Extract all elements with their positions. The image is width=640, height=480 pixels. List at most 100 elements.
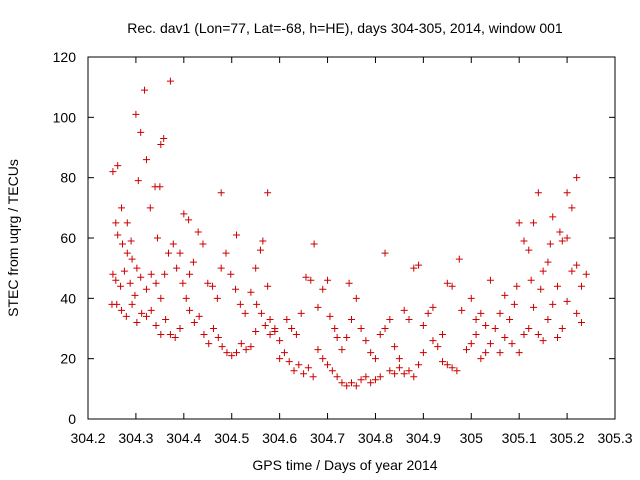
data-point	[376, 373, 384, 381]
data-point	[513, 282, 521, 290]
data-point	[147, 306, 155, 314]
data-point	[391, 343, 399, 351]
y-axis-label: STEC from uqrg / TECUs	[5, 159, 21, 317]
data-point	[173, 264, 181, 272]
data-point	[157, 140, 165, 148]
data-point	[501, 291, 509, 299]
data-point	[133, 318, 141, 326]
data-point	[271, 325, 279, 332]
data-point	[307, 276, 315, 284]
data-point	[549, 300, 557, 308]
data-point	[288, 325, 296, 332]
data-point	[153, 234, 161, 242]
data-point	[448, 282, 456, 290]
data-point	[443, 279, 451, 287]
data-point	[233, 349, 241, 357]
data-point	[109, 168, 117, 176]
data-point	[319, 285, 327, 293]
y-tick-label: 60	[60, 230, 76, 246]
data-point	[486, 276, 494, 284]
data-point	[205, 340, 213, 348]
data-point	[386, 367, 394, 375]
data-point	[123, 219, 131, 227]
y-tick-label: 0	[68, 411, 76, 427]
x-tick-label: 304.8	[358, 430, 393, 446]
data-point	[247, 343, 255, 351]
data-point	[253, 300, 261, 308]
data-point	[328, 367, 336, 375]
data-point	[314, 346, 322, 354]
data-point	[525, 246, 533, 254]
data-point	[113, 300, 121, 308]
data-point	[217, 264, 225, 272]
data-point	[128, 300, 136, 308]
data-point	[179, 279, 187, 287]
data-point	[556, 228, 564, 236]
data-point	[520, 331, 528, 339]
data-point	[209, 282, 217, 290]
data-point	[501, 334, 509, 342]
data-point	[276, 337, 284, 345]
data-point	[195, 312, 203, 320]
data-point	[415, 261, 423, 269]
data-point	[573, 174, 581, 182]
data-point	[582, 270, 590, 278]
data-point	[573, 261, 581, 269]
data-point	[213, 294, 221, 302]
data-point	[520, 237, 528, 245]
data-point	[161, 270, 169, 278]
data-point	[319, 355, 327, 363]
data-point	[525, 325, 533, 332]
data-point	[419, 321, 427, 329]
data-point	[458, 306, 466, 314]
data-point	[157, 294, 165, 302]
data-point	[126, 279, 134, 287]
data-point	[200, 331, 208, 339]
data-point	[186, 270, 194, 278]
data-point	[455, 255, 463, 263]
data-point	[395, 355, 403, 363]
data-point	[467, 340, 475, 348]
data-point	[410, 264, 418, 272]
data-point	[546, 240, 554, 248]
data-point	[400, 370, 408, 378]
data-point	[142, 312, 150, 320]
data-point	[577, 282, 585, 290]
data-point	[395, 364, 403, 372]
data-point	[453, 367, 461, 375]
data-point	[381, 325, 389, 332]
data-point	[477, 355, 485, 363]
data-point	[252, 264, 260, 272]
data-point	[176, 325, 184, 332]
data-point	[371, 355, 379, 363]
x-tick-label: 304.4	[166, 430, 201, 446]
plot-frame	[87, 56, 616, 420]
data-point	[256, 246, 264, 254]
x-tick-label: 305.3	[597, 430, 632, 446]
data-point	[415, 361, 423, 369]
data-point	[138, 309, 146, 317]
data-point	[137, 128, 145, 136]
data-point	[227, 270, 235, 278]
data-point	[568, 267, 576, 275]
data-point	[132, 110, 140, 118]
data-point	[429, 337, 437, 345]
data-point	[194, 228, 202, 236]
data-point	[266, 315, 274, 323]
data-point	[345, 279, 353, 287]
data-point	[439, 358, 447, 366]
data-point	[137, 273, 145, 281]
data-point	[142, 285, 150, 293]
data-point	[276, 355, 284, 363]
data-point	[242, 346, 250, 354]
data-point	[114, 231, 122, 239]
data-point	[376, 331, 384, 339]
y-tick-label: 80	[60, 170, 76, 186]
data-point	[222, 249, 230, 257]
data-point	[419, 349, 427, 357]
data-point	[180, 210, 188, 218]
x-tick-label: 305	[460, 430, 484, 446]
data-point	[156, 183, 164, 191]
data-point	[486, 340, 494, 348]
